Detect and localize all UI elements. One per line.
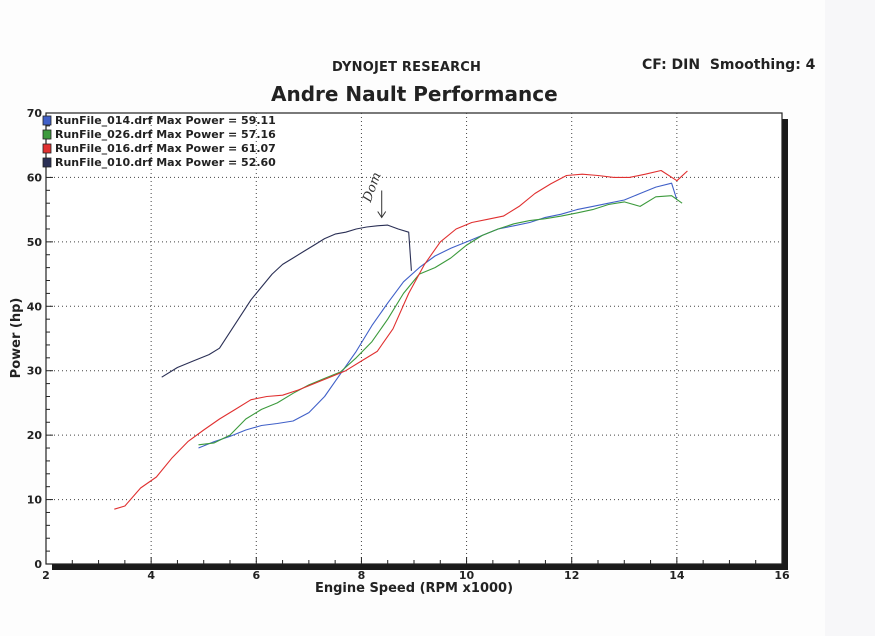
correction-settings: CF: DIN Smoothing: 4 (642, 57, 816, 73)
brand-header: DYNOJET RESEARCH (332, 60, 482, 75)
x-axis-label: Engine Speed (RPM x1000) (315, 581, 513, 596)
x-tick-label: 2 (42, 569, 50, 582)
x-tick-label: 12 (564, 569, 579, 582)
series-lines (114, 169, 688, 510)
chart-title: Andre Nault Performance (271, 82, 558, 106)
legend-entry: RunFile_016.drf Max Power = 61.07 (55, 142, 276, 155)
x-tick-label: 10 (459, 569, 475, 582)
axis-ticks (45, 112, 783, 565)
annotation-arrow-icon (377, 190, 387, 219)
series-line-3 (114, 169, 688, 510)
legend-entry: RunFile_026.drf Max Power = 57.16 (55, 128, 276, 141)
y-tick-label: 70 (27, 107, 43, 120)
y-tick-label: 0 (34, 558, 42, 571)
legend-swatch (42, 157, 52, 168)
legend-swatch (42, 143, 52, 154)
legend: RunFile_014.drf Max Power = 59.11RunFile… (42, 114, 276, 169)
legend-swatch (42, 129, 52, 140)
legend-swatch (42, 115, 52, 126)
x-tick-labels: 2 4 6 8 10 12 14 16 (42, 569, 790, 582)
scan-edge (825, 0, 875, 636)
plot-area (45, 112, 783, 565)
x-tick-label: 8 (358, 569, 366, 582)
series-line-2 (198, 195, 683, 446)
series-line-1 (198, 182, 678, 449)
y-tick-label: 20 (27, 429, 43, 442)
x-tick-label: 6 (252, 569, 260, 582)
legend-entry: RunFile_010.drf Max Power = 52.60 (55, 156, 276, 169)
y-tick-label: 10 (27, 494, 43, 507)
y-axis-label: Power (hp) (9, 298, 24, 379)
x-tick-label: 14 (669, 569, 685, 582)
y-tick-label: 50 (27, 236, 43, 249)
y-tick-labels: 0 10 20 30 40 50 60 70 (27, 107, 43, 571)
legend-entry: RunFile_014.drf Max Power = 59.11 (55, 114, 276, 127)
grid-lines (46, 113, 782, 564)
x-tick-label: 16 (774, 569, 790, 582)
y-tick-label: 60 (27, 171, 43, 184)
y-tick-label: 40 (27, 300, 43, 313)
x-tick-label: 4 (147, 569, 155, 582)
series-line-4 (161, 224, 412, 378)
y-tick-label: 30 (27, 365, 43, 378)
